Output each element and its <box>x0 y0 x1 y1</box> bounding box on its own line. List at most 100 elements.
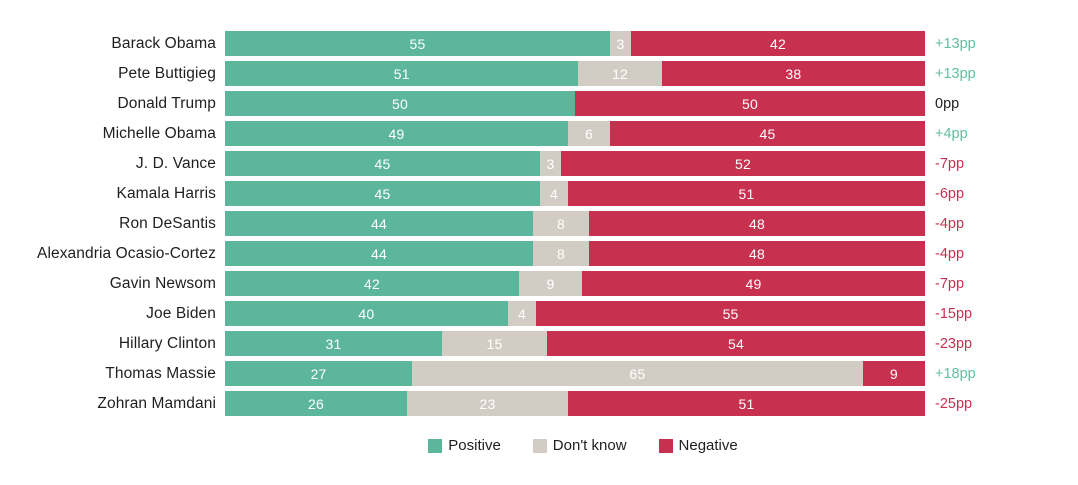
bar: 40 4 55 <box>225 301 925 326</box>
bar: 44 8 48 <box>225 241 925 266</box>
bar-segment-positive: 55 <box>225 31 610 56</box>
net-label: -15pp <box>935 305 973 322</box>
segment-value: 6 <box>585 125 593 142</box>
row-label: Gavin Newsom <box>109 274 216 292</box>
bar: 45 4 51 <box>225 181 925 206</box>
table-row: Alexandria Ocasio-Cortez 44 8 48 -4pp <box>0 241 1078 266</box>
segment-value: 3 <box>546 155 555 172</box>
bar-segment-negative: 48 <box>589 241 925 266</box>
segment-value: 15 <box>486 335 503 352</box>
net-label: -7pp <box>935 155 965 172</box>
bar-segment-negative: 51 <box>568 391 925 416</box>
segment-value: 51 <box>738 395 755 412</box>
segment-value: 49 <box>745 275 762 292</box>
legend-item-dont-know: Don't know <box>532 437 627 454</box>
bar-segment-negative: 45 <box>610 121 925 146</box>
table-row: Michelle Obama 49 6 45 +4pp <box>0 121 1078 146</box>
row-label: Hillary Clinton <box>118 334 216 352</box>
bar-segment-negative: 38 <box>661 61 925 86</box>
bar-segment-positive: 40 <box>225 301 508 326</box>
table-row: Ron DeSantis 44 8 48 -4pp <box>0 211 1078 236</box>
bar-segment-negative: 9 <box>862 361 925 386</box>
row-label: Alexandria Ocasio-Cortez <box>37 244 216 262</box>
row-label: Ron DeSantis <box>119 214 216 232</box>
segment-value: 48 <box>749 215 765 232</box>
net-label: +13pp <box>935 65 976 82</box>
segment-value: 50 <box>392 95 408 112</box>
bar-segment-negative: 50 <box>575 91 925 116</box>
bar-segment-positive: 26 <box>225 391 407 416</box>
table-row: Kamala Harris 45 4 51 -6pp <box>0 181 1078 206</box>
bar-segment-positive: 31 <box>225 331 442 356</box>
table-row: Barack Obama 55 3 42 +13pp <box>0 31 1078 56</box>
bar: 27 65 9 <box>225 361 925 386</box>
bar-segment-negative: 51 <box>568 181 925 206</box>
segment-value: 52 <box>735 155 751 172</box>
bar-segment-positive: 51 <box>225 61 579 86</box>
bar-segment-positive: 45 <box>225 181 540 206</box>
net-label: -6pp <box>935 185 965 202</box>
legend-item-negative: Negative <box>658 437 738 454</box>
segment-value: 51 <box>393 65 410 82</box>
segment-value: 42 <box>364 275 380 292</box>
bar-segment-dont-know: 12 <box>578 61 662 86</box>
segment-value: 54 <box>728 335 744 352</box>
bar: 50 50 <box>225 91 925 116</box>
legend-swatch-negative <box>658 438 673 453</box>
segment-value: 9 <box>546 275 555 292</box>
row-label: Thomas Massie <box>105 364 216 382</box>
bar: 44 8 48 <box>225 211 925 236</box>
bar-segment-positive: 44 <box>225 211 533 236</box>
chart-legend: Positive Don't know Negative <box>233 437 933 454</box>
legend-label: Don't know <box>552 437 627 454</box>
segment-value: 44 <box>371 245 387 262</box>
segment-value: 42 <box>770 35 786 52</box>
bar-segment-dont-know: 6 <box>568 121 610 146</box>
net-label: -23pp <box>935 335 973 352</box>
segment-value: 50 <box>742 95 758 112</box>
row-label: Pete Buttigieg <box>118 64 216 82</box>
bar-segment-positive: 45 <box>225 151 540 176</box>
bar-segment-negative: 49 <box>582 271 925 296</box>
segment-value: 45 <box>759 125 776 142</box>
net-label: -4pp <box>935 215 965 232</box>
bar: 42 9 49 <box>225 271 925 296</box>
table-row: Thomas Massie 27 65 9 +18pp <box>0 361 1078 386</box>
segment-value: 51 <box>738 185 755 202</box>
bar-segment-dont-know: 15 <box>442 331 547 356</box>
legend-swatch-positive <box>428 438 443 453</box>
segment-value: 3 <box>616 35 625 52</box>
segment-value: 38 <box>785 65 802 82</box>
bar-segment-positive: 50 <box>225 91 575 116</box>
segment-value: 55 <box>722 305 739 322</box>
bar-segment-negative: 48 <box>589 211 925 236</box>
bar: 49 6 45 <box>225 121 925 146</box>
segment-value: 55 <box>409 35 426 52</box>
net-label: 0pp <box>935 95 960 112</box>
bar-segment-positive: 44 <box>225 241 533 266</box>
legend-label: Positive <box>448 437 501 454</box>
segment-value: 9 <box>889 365 898 382</box>
bar-segment-dont-know: 23 <box>407 391 568 416</box>
net-label: -4pp <box>935 245 965 262</box>
bar-segment-negative: 55 <box>536 301 925 326</box>
bar-segment-dont-know: 3 <box>540 151 561 176</box>
bar-segment-negative: 54 <box>547 331 925 356</box>
bar-segment-dont-know: 4 <box>540 181 568 206</box>
segment-value: 65 <box>629 365 646 382</box>
table-row: Hillary Clinton 31 15 54 -23pp <box>0 331 1078 356</box>
bar-segment-negative: 42 <box>631 31 925 56</box>
table-row: Joe Biden 40 4 55 -15pp <box>0 301 1078 326</box>
table-row: Pete Buttigieg 51 12 38 +13pp <box>0 61 1078 86</box>
row-label: Barack Obama <box>111 34 216 52</box>
segment-value: 40 <box>358 305 375 322</box>
segment-value: 12 <box>612 65 629 82</box>
segment-value: 8 <box>557 245 565 262</box>
segment-value: 44 <box>371 215 387 232</box>
bar-segment-positive: 42 <box>225 271 519 296</box>
segment-value: 4 <box>517 305 526 322</box>
bar-segment-dont-know: 4 <box>507 301 537 326</box>
legend-label: Negative <box>678 437 738 454</box>
segment-value: 45 <box>374 155 391 172</box>
